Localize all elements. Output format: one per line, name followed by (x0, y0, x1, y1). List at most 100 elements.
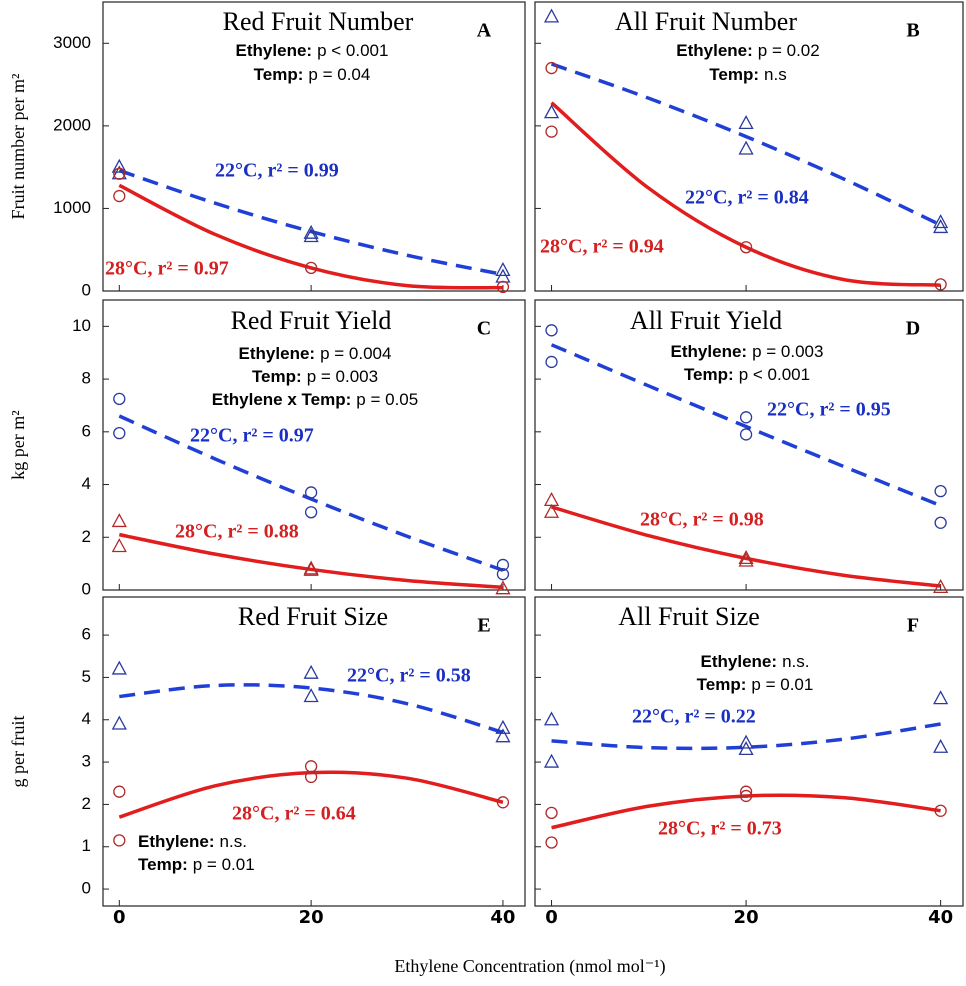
stat-name: Temp: (252, 367, 302, 386)
x-tick-label: 40 (490, 907, 515, 928)
stat-line: Ethylene: p = 0.003 (671, 342, 824, 361)
stat-text: p = 0.02 (758, 41, 820, 60)
y-tick-label: 2000 (53, 115, 91, 134)
data-point (543, 104, 560, 119)
data-point (496, 568, 510, 581)
fit-line (551, 722, 941, 751)
data-point (113, 167, 126, 180)
data-point (113, 189, 126, 203)
data-point (738, 552, 754, 567)
data-point (933, 219, 949, 234)
fit-line (118, 770, 504, 819)
panel-frame (534, 299, 964, 591)
stat-line: Ethylene: p = 0.02 (676, 41, 819, 60)
x-axis-label: Ethylene Concentration (nmol mol⁻¹) (394, 956, 665, 977)
data-point (545, 355, 558, 369)
y-axis-label: kg per m² (8, 410, 28, 479)
y-tick-label: 0 (82, 579, 91, 598)
data-point (545, 324, 558, 337)
data-point (496, 558, 510, 572)
data-point (934, 516, 947, 529)
panel-label: A (477, 20, 492, 42)
stat-line: Temp: p = 0.01 (697, 675, 814, 694)
data-point (303, 561, 319, 576)
panel-label: D (906, 318, 920, 340)
panel-title: All Fruit Size (618, 602, 760, 631)
stat-line: Ethylene: p = 0.004 (239, 344, 392, 363)
y-tick-label: 0 (82, 879, 91, 898)
panel-label: E (477, 615, 490, 637)
y-tick-label: 3 (82, 752, 91, 771)
fit-line (119, 683, 504, 735)
stat-text: n.s. (782, 652, 809, 671)
data-point (303, 688, 319, 703)
panel-frame (102, 299, 526, 591)
stat-name: Ethylene: (239, 344, 316, 363)
stat-text: p < 0.001 (317, 41, 388, 60)
data-point (934, 278, 947, 291)
stat-line: Ethylene: n.s. (701, 652, 810, 671)
data-point (495, 261, 511, 277)
x-tick-label: 20 (299, 907, 324, 928)
data-point (933, 214, 949, 229)
data-point (495, 719, 511, 734)
data-point (739, 785, 753, 798)
y-tick-label: 4 (82, 709, 91, 728)
stat-line: Ethylene: p < 0.001 (236, 41, 389, 60)
stat-name: Ethylene: (138, 832, 215, 851)
stat-name: Ethylene: (671, 342, 748, 361)
panel-title: Red Fruit Number (223, 7, 414, 36)
data-point (739, 241, 753, 254)
stat-text: p = 0.004 (320, 344, 391, 363)
panel-title: All Fruit Yield (630, 306, 782, 335)
data-point (303, 664, 319, 679)
stat-line: Temp: p = 0.04 (254, 65, 371, 84)
data-point (304, 770, 318, 784)
y-tick-label: 4 (82, 474, 91, 493)
fit-annotation: 28°C, r² = 0.88 (175, 521, 299, 543)
stat-line: Temp: n.s (709, 65, 786, 84)
panel-frame (534, 596, 964, 907)
data-point (934, 804, 947, 817)
fit-annotation: 22°C, r² = 0.22 (632, 706, 756, 728)
data-point (303, 224, 319, 239)
data-point (738, 741, 754, 756)
data-point (496, 280, 510, 294)
fit-annotation: 22°C, r² = 0.95 (767, 399, 891, 421)
panel-frame (534, 1, 964, 292)
data-point (304, 760, 318, 773)
panel-frame (102, 596, 526, 907)
data-point (934, 484, 947, 498)
panel-title: Red Fruit Yield (231, 306, 392, 335)
fit-annotation: 28°C, r² = 0.97 (105, 258, 229, 280)
x-tick-label: 20 (734, 907, 759, 928)
stat-name: Temp: (254, 65, 304, 84)
y-tick-label: 0 (82, 280, 91, 299)
data-point (738, 549, 754, 565)
data-point (111, 660, 127, 675)
data-point (495, 580, 511, 595)
data-point (304, 261, 318, 275)
stat-name: Ethylene: (676, 41, 753, 60)
y-tick-label: 8 (82, 369, 91, 388)
data-point (111, 715, 127, 730)
stat-name: Temp: (138, 855, 188, 874)
stat-name: Temp: (697, 675, 747, 694)
y-tick-label: 2 (82, 794, 91, 813)
y-axis-label: Fruit number per m² (8, 74, 28, 220)
data-point (304, 486, 318, 499)
data-point (495, 728, 511, 743)
data-point (543, 8, 560, 23)
data-point (545, 836, 558, 849)
fit-line (550, 101, 941, 287)
data-point (739, 428, 753, 441)
data-point (111, 158, 127, 173)
panel-label: B (906, 20, 919, 42)
data-point (738, 140, 754, 155)
fit-line (550, 62, 942, 227)
panel-frame (102, 1, 526, 292)
stat-text: p = 0.01 (193, 855, 255, 874)
data-point (111, 538, 127, 553)
